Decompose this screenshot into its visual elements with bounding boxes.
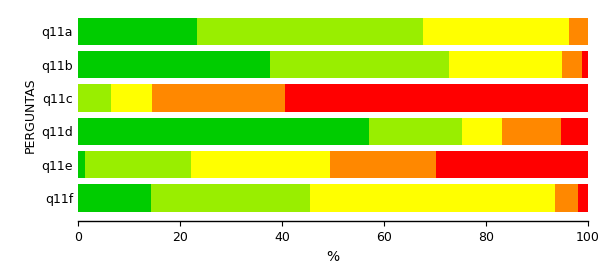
Bar <box>152 85 284 112</box>
Bar <box>369 118 462 145</box>
Bar <box>310 184 556 212</box>
Bar <box>78 85 111 112</box>
Bar <box>270 51 449 78</box>
Bar <box>502 118 562 145</box>
Bar <box>191 151 330 178</box>
Y-axis label: PERGUNTAS: PERGUNTAS <box>24 77 37 153</box>
Bar <box>78 18 197 45</box>
Bar <box>197 18 423 45</box>
Bar <box>562 118 588 145</box>
Bar <box>556 184 578 212</box>
Bar <box>85 151 191 178</box>
Bar <box>111 85 152 112</box>
Bar <box>582 51 589 78</box>
Bar <box>78 151 85 178</box>
Bar <box>78 184 151 212</box>
Bar <box>423 18 569 45</box>
Bar <box>449 51 562 78</box>
Bar <box>78 51 270 78</box>
Bar <box>436 151 589 178</box>
X-axis label: %: % <box>326 250 340 264</box>
Bar <box>284 85 588 112</box>
Bar <box>151 184 310 212</box>
Bar <box>462 118 502 145</box>
Bar <box>578 184 588 212</box>
Bar <box>78 118 369 145</box>
Bar <box>562 51 582 78</box>
Bar <box>569 18 589 45</box>
Bar <box>330 151 436 178</box>
